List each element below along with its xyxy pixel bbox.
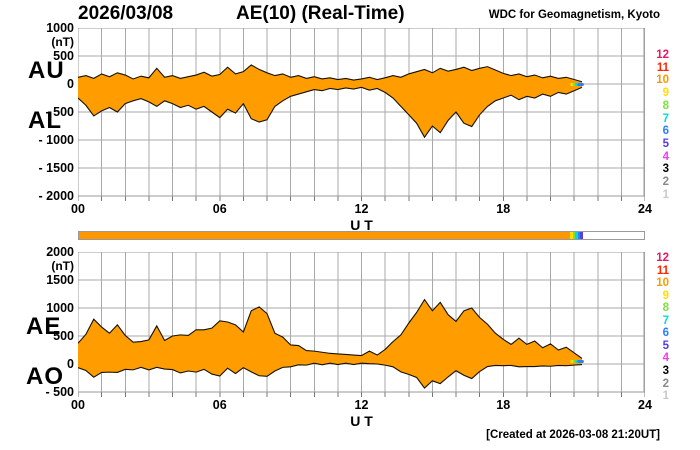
- station-count-legend-item: 5: [662, 339, 669, 352]
- station-count-legend-item: 7: [662, 112, 669, 125]
- page-title: AE(10) (Real-Time): [236, 3, 405, 24]
- availability-segment-7-stations: [575, 232, 578, 239]
- station-count-legend-item: 10: [656, 277, 669, 290]
- station-count-legend-item: 1: [662, 188, 669, 201]
- x-tick-label: 12: [354, 202, 369, 216]
- x-tick-label: 18: [496, 398, 511, 412]
- y-axis-unit-label: (nT): [51, 35, 74, 49]
- chart0-svg: [78, 28, 645, 201]
- station-count-legend-item: 5: [662, 137, 669, 150]
- station-count-legend-item: 11: [656, 264, 669, 277]
- y-tick-label: - 1000: [38, 133, 74, 147]
- station-count-legend-item: 4: [662, 150, 669, 163]
- station-count-legend-item: 10: [656, 74, 669, 87]
- station-count-legend-item: 11: [656, 61, 669, 74]
- station-count-legend-item: 8: [662, 99, 669, 112]
- station-count-legend-item: 6: [662, 327, 669, 340]
- station-count-legend-item: 4: [662, 352, 669, 365]
- x-tick-label: 00: [71, 202, 85, 216]
- x-axis-title: U T: [350, 413, 373, 429]
- station-count-legend-item: 9: [662, 289, 669, 302]
- y-tick-label: - 2000: [38, 189, 74, 203]
- x-tick-label: 18: [496, 202, 511, 216]
- ae-series-label: AE: [26, 313, 62, 340]
- station-count-legend-item: 12: [656, 49, 669, 61]
- station-count-legend-item: 1: [662, 390, 669, 403]
- x-tick-label: 24: [638, 398, 652, 412]
- station-count-legend-item: 2: [662, 377, 669, 390]
- availability-segment-6-stations: [577, 232, 581, 239]
- observatory-credit: WDC for Geomagnetism, Kyoto: [488, 9, 660, 21]
- x-tick-label: 24: [638, 202, 652, 216]
- station-count-legend-item: 8: [662, 302, 669, 315]
- station-count-legend-item: 9: [662, 87, 669, 100]
- station-count-legend-item: 6: [662, 125, 669, 138]
- x-tick-label: 06: [212, 202, 227, 216]
- station-count-legend-item: 3: [662, 163, 669, 176]
- station-count-legend-item: 3: [662, 364, 669, 377]
- station-count-legend-item: 7: [662, 314, 669, 327]
- x-axis-title: U T: [350, 217, 373, 233]
- ao-series-label: AO: [26, 363, 64, 390]
- created-timestamp: [Created at 2026-03-08 21:20UT]: [486, 429, 660, 441]
- data-availability-bar: [78, 231, 645, 240]
- y-tick-label: - 1500: [38, 161, 74, 175]
- availability-segment-8-stations: [572, 232, 576, 239]
- plot-date: 2026/03/08: [78, 3, 174, 24]
- y-axis-unit-label: (nT): [51, 259, 74, 273]
- station-count-legend-item: 2: [662, 176, 669, 188]
- al-series-label: AL: [28, 107, 62, 134]
- y-tick-label: 1000: [46, 21, 74, 35]
- y-tick-label: 1500: [46, 273, 74, 287]
- au-series-label: AU: [28, 57, 65, 84]
- x-tick-label: 06: [212, 398, 227, 412]
- chart1-svg: [78, 252, 645, 397]
- station-count-legend-item: 12: [656, 252, 669, 264]
- availability-segment-5-stations: [580, 232, 584, 239]
- x-tick-label: 00: [71, 398, 85, 412]
- availability-segment-9-stations: [569, 232, 573, 239]
- availability-segment-10-stations: [79, 232, 570, 239]
- x-tick-label: 12: [354, 398, 369, 412]
- y-tick-label: 2000: [46, 245, 74, 259]
